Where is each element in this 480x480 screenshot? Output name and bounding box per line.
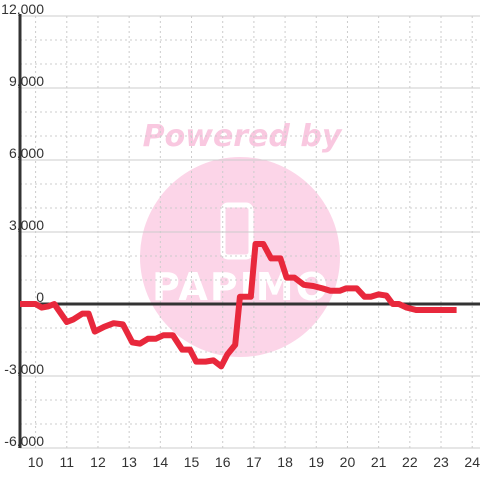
x-tick-label: 12 xyxy=(90,454,106,470)
x-tick-label: 23 xyxy=(433,454,449,470)
series-line xyxy=(20,241,457,370)
x-tick-label: 20 xyxy=(340,454,356,470)
y-tick-label: -3,000 xyxy=(4,361,44,377)
y-axis-ticks: 12,000 9,000 6,000 3,000 0 -3,000 -6,000 xyxy=(1,1,44,449)
y-tick-label: 6,000 xyxy=(9,145,44,161)
watermark-text: Powered by xyxy=(143,119,343,154)
x-tick-label: 13 xyxy=(121,454,137,470)
x-tick-label: 14 xyxy=(153,454,169,470)
x-tick-label: 24 xyxy=(464,454,480,470)
watermark: Powered by PAPIMO xyxy=(140,119,343,357)
x-tick-label: 11 xyxy=(60,454,75,470)
y-tick-label: 0 xyxy=(36,289,44,305)
x-tick-label: 10 xyxy=(28,454,44,470)
x-tick-label: 19 xyxy=(308,454,324,470)
x-tick-label: 18 xyxy=(277,454,293,470)
x-tick-label: 21 xyxy=(371,454,387,470)
y-tick-label: 3,000 xyxy=(9,217,44,233)
y-tick-label: 12,000 xyxy=(1,1,44,17)
y-tick-label: 9,000 xyxy=(9,73,44,89)
x-tick-label: 17 xyxy=(246,454,262,470)
x-tick-label: 22 xyxy=(402,454,418,470)
x-axis-ticks: 10 11 12 13 14 15 16 17 18 19 20 21 22 23 24 xyxy=(28,454,480,470)
x-tick-label: 16 xyxy=(215,454,231,470)
series-group xyxy=(20,241,457,370)
grid xyxy=(20,15,480,449)
y-tick-label: -6,000 xyxy=(4,433,44,449)
x-tick-label: 15 xyxy=(184,454,200,470)
